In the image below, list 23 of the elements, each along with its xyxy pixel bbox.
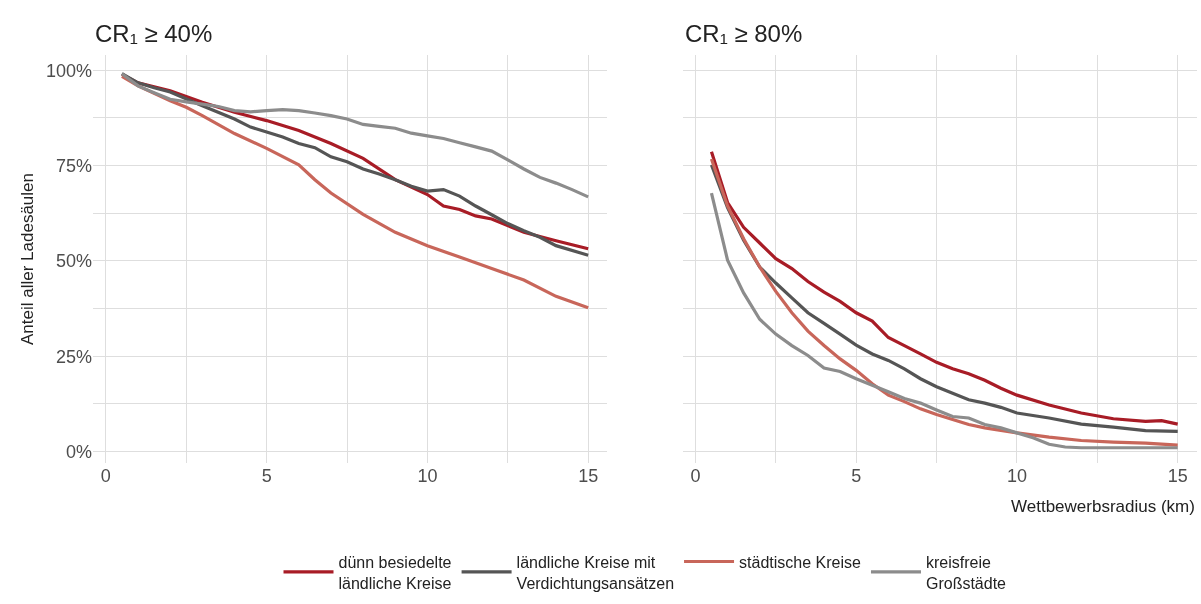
y-tick-label: 100% (45, 60, 92, 81)
x-axis-title: Wettbewerbsradius (km) (1011, 497, 1195, 516)
x-tick-label: 10 (1006, 466, 1027, 486)
legend-label: kreisfreie Großstädte (925, 553, 1007, 592)
chart-title: CR₁ ≥ 80% (685, 20, 803, 47)
y-tick-label: 0% (65, 441, 92, 462)
y-axis-title: Anteil aller Ladesäulen (17, 172, 37, 346)
x-tick-label: 15 (578, 466, 599, 486)
y-tick-label: 75% (55, 155, 92, 176)
y-tick-label: 50% (55, 251, 92, 272)
legend-label: dünn besiedelte ländliche Kreise (338, 553, 452, 592)
y-tick-label: 25% (55, 346, 92, 367)
x-tick-label: 0 (690, 466, 701, 486)
x-tick-label: 0 (100, 466, 111, 486)
line-series (120, 74, 590, 310)
chart-title: CR₁ ≥ 40% (95, 20, 213, 47)
x-tick-label: 5 (261, 466, 272, 486)
legend-label: städtische Kreise (739, 553, 861, 571)
x-tick-label: 10 (417, 466, 438, 486)
x-tick-label: 15 (1167, 466, 1188, 486)
legend-label: ländliche Kreise mit Verdichtungsansätzen (516, 553, 675, 592)
x-tick-label: 5 (851, 466, 862, 486)
line-series (120, 72, 590, 199)
